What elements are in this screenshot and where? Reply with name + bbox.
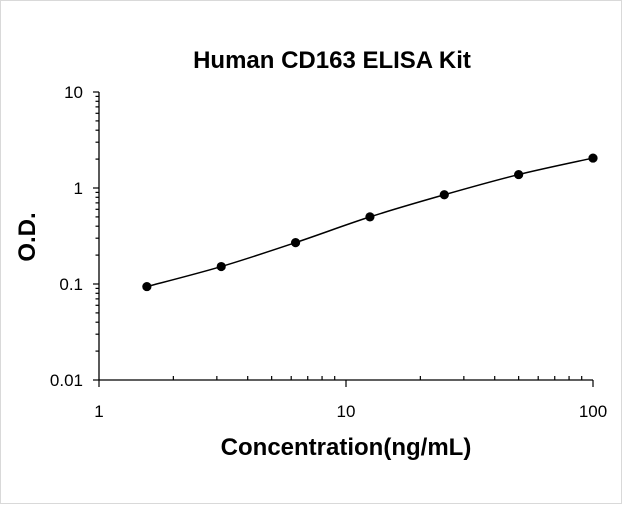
data-point <box>439 190 449 200</box>
y-tick-label: 10 <box>64 83 83 102</box>
y-ticks: 0.01 0.1 1 10 <box>50 83 99 390</box>
data-point <box>216 261 226 272</box>
x-tick-label: 10 <box>337 402 356 421</box>
y-tick-label: 0.01 <box>50 371 83 390</box>
data-point <box>365 212 375 222</box>
x-ticks: 1 10 100 <box>94 376 607 421</box>
y-tick-label: 1 <box>74 179 83 198</box>
x-axis-title: Concentration(ng/mL) <box>221 434 472 461</box>
x-tick-label: 1 <box>94 402 103 421</box>
fit-curve <box>146 157 594 288</box>
data-point <box>142 281 152 292</box>
x-tick-label: 100 <box>579 402 607 421</box>
series-layer <box>142 153 598 292</box>
chart-title: Human CD163 ELISA Kit <box>193 47 471 74</box>
y-axis-title: O.D. <box>14 212 41 261</box>
y-tick-label: 0.1 <box>59 275 83 294</box>
data-point <box>514 169 524 180</box>
data-point <box>588 153 598 163</box>
data-point <box>290 237 301 248</box>
